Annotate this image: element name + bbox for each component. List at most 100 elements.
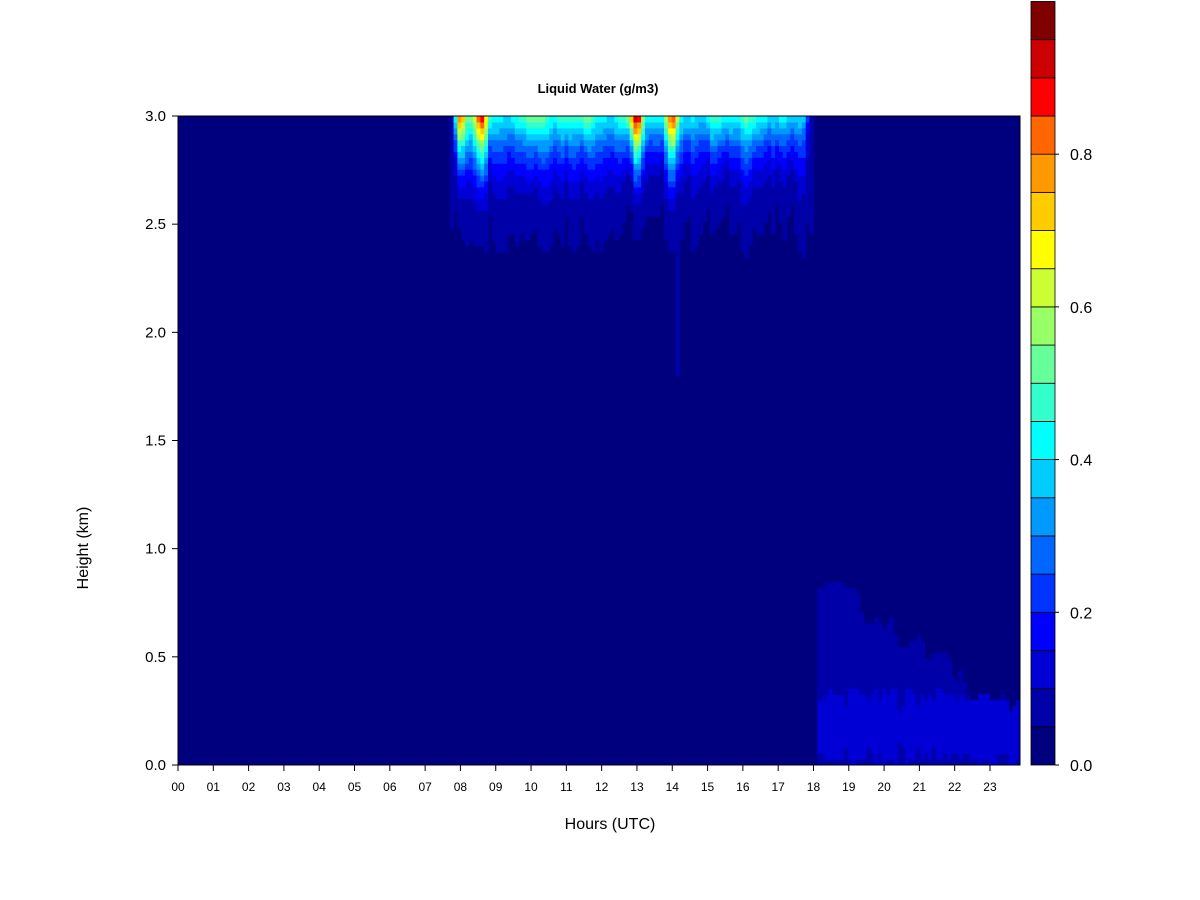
heatmap-cell — [576, 180, 581, 200]
heatmap-cell — [568, 127, 573, 141]
heatmap-cell — [675, 145, 680, 152]
heatmap-cell — [591, 157, 596, 170]
heatmap-cell — [568, 139, 573, 147]
colorbar-swatch — [1030, 268, 1056, 308]
heatmap-cell — [641, 121, 646, 129]
heatmap-cell — [667, 210, 673, 253]
heatmap-cell — [966, 753, 971, 765]
heatmap-cell — [633, 151, 638, 158]
heatmap-cell — [572, 116, 577, 123]
heatmap-cell — [660, 157, 665, 170]
heatmap-cell — [457, 151, 462, 158]
heatmap-cell — [878, 700, 883, 754]
heatmap-cell — [560, 145, 566, 158]
heatmap-cell — [579, 157, 585, 170]
heatmap-cell — [767, 127, 772, 141]
heatmap-cell — [495, 163, 501, 182]
heatmap-cell — [648, 127, 654, 135]
heatmap-cell — [706, 116, 711, 123]
heatmap-cell — [905, 647, 910, 689]
heatmap-cell — [461, 175, 466, 188]
heatmap-cell — [748, 198, 753, 247]
heatmap-cell — [461, 198, 466, 241]
heatmap-cell — [702, 133, 707, 141]
heatmap-cell — [530, 192, 535, 235]
heatmap-cell — [453, 127, 458, 135]
heatmap-cell — [480, 133, 485, 141]
heatmap-cell — [599, 133, 604, 141]
heatmap-cell — [683, 180, 688, 223]
heatmap-cell — [484, 121, 489, 129]
heatmap-cell — [484, 151, 489, 158]
heatmap-cell — [851, 688, 857, 765]
heatmap-cell — [664, 151, 669, 164]
heatmap-cell — [679, 151, 684, 164]
heatmap-cell — [461, 121, 466, 129]
heatmap-cell — [633, 121, 638, 129]
heatmap-cell — [488, 157, 493, 164]
heatmap-cell — [763, 180, 768, 223]
heatmap-cell — [606, 169, 612, 188]
heatmap-cell — [614, 157, 619, 176]
y-tick-label: 1.0 — [145, 541, 166, 558]
heatmap-cell — [732, 116, 738, 123]
heatmap-cell — [763, 127, 768, 135]
heatmap-cell — [801, 121, 807, 129]
heatmap-cell — [556, 151, 562, 164]
heatmap-cell — [541, 121, 547, 129]
heatmap-cell — [488, 121, 493, 129]
heatmap-cell — [465, 163, 470, 170]
heatmap-cell — [671, 169, 677, 182]
heatmap-cell — [690, 151, 696, 164]
colorbar-swatch — [1030, 497, 1056, 537]
x-tick-label: 00 — [171, 780, 185, 794]
heatmap-cell — [893, 635, 899, 689]
heatmap-cell — [625, 127, 631, 135]
heatmap-cell — [472, 169, 478, 176]
heatmap-cell — [553, 145, 558, 158]
heatmap-cell — [752, 139, 757, 152]
heatmap-cell — [625, 145, 631, 158]
heatmap-cell — [897, 647, 902, 713]
heatmap-cell — [775, 139, 780, 147]
heatmap-cell — [461, 127, 466, 135]
heatmap-cell — [503, 116, 508, 129]
heatmap-cell — [549, 133, 554, 147]
heatmap-cell — [472, 186, 478, 206]
heatmap-cell — [641, 145, 646, 152]
heatmap-cell — [790, 127, 795, 135]
heatmap-cell — [587, 198, 592, 247]
heatmap-cell — [897, 711, 902, 742]
heatmap-cell — [752, 133, 757, 141]
heatmap-cell — [468, 127, 474, 135]
heatmap-cell — [457, 145, 462, 152]
heatmap-cell — [503, 163, 508, 176]
heatmap-cell — [664, 127, 669, 135]
heatmap-cell — [794, 139, 799, 152]
y-axis-label: Height (km) — [75, 507, 92, 590]
heatmap-cell — [786, 157, 791, 176]
heatmap-cell — [595, 151, 600, 164]
heatmap-cell — [755, 145, 761, 158]
heatmap-cell — [510, 186, 516, 235]
heatmap-cell — [553, 169, 558, 188]
heatmap-cell — [507, 145, 512, 152]
heatmap-cell — [461, 145, 466, 158]
heatmap-cell — [545, 116, 550, 123]
heatmap-cell — [671, 121, 677, 129]
heatmap-cell — [725, 127, 730, 135]
heatmap-cell — [717, 157, 723, 170]
heatmap-cell — [599, 198, 604, 253]
heatmap-cell — [798, 157, 803, 176]
heatmap-cell — [905, 688, 910, 765]
heatmap-cell — [599, 180, 604, 200]
heatmap-cell — [449, 116, 455, 229]
heatmap-cell — [579, 180, 585, 217]
heatmap-cell — [556, 133, 562, 141]
heatmap-cell — [920, 641, 925, 695]
colorbar-swatch — [1030, 153, 1056, 193]
heatmap-cell — [863, 759, 868, 765]
heatmap-cell — [629, 151, 635, 158]
heatmap-cell — [694, 192, 700, 247]
